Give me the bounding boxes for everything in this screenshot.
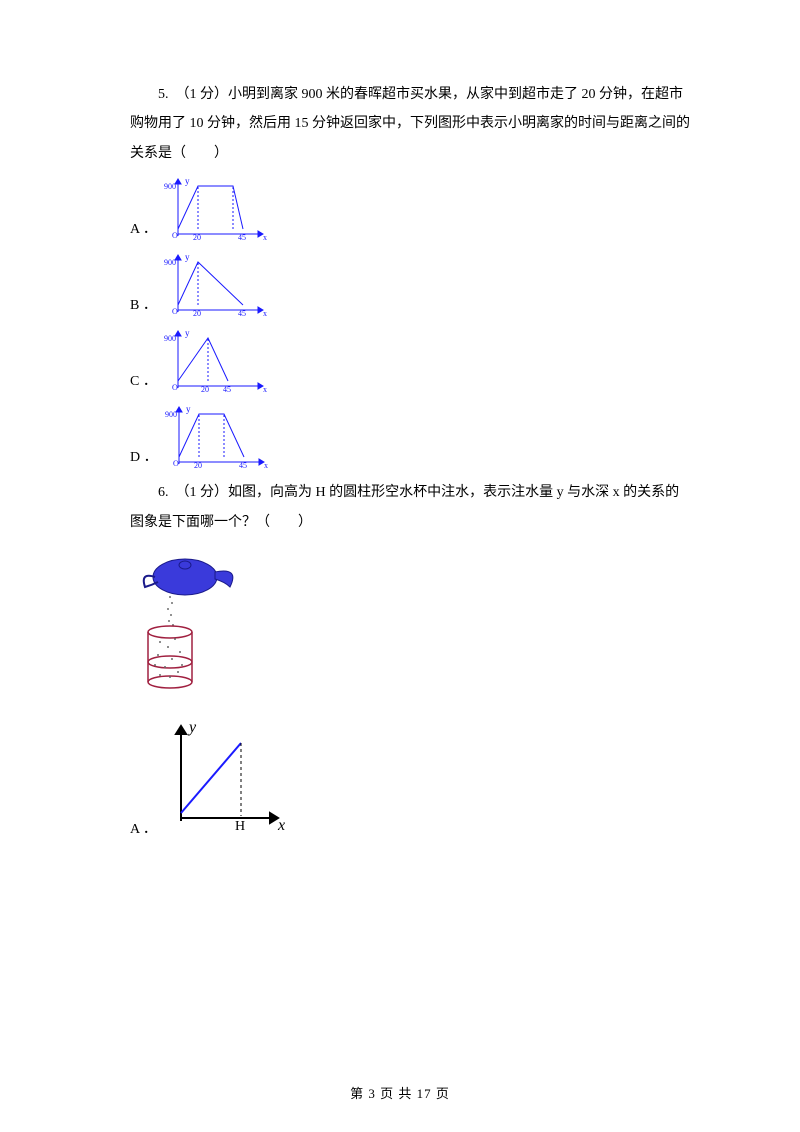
q5-option-c: C ． 900 y O 20 45 x — [130, 326, 690, 396]
svg-text:x: x — [263, 309, 267, 318]
svg-text:900: 900 — [164, 258, 176, 267]
q5-graph-c: 900 y O 20 45 x — [163, 326, 273, 396]
svg-text:20: 20 — [193, 233, 201, 242]
x-axis-label: x — [277, 817, 285, 833]
svg-text:O: O — [172, 383, 178, 392]
q6-graph-a: y x H — [163, 718, 293, 844]
svg-text:45: 45 — [239, 461, 247, 470]
svg-text:y: y — [186, 404, 191, 414]
y-axis-label: y — [187, 719, 197, 736]
page-footer: 第 3 页 共 17 页 — [0, 1083, 800, 1102]
option-letter: B ． — [130, 291, 157, 320]
q5-graph-b: 900 y O 20 45 x — [163, 250, 273, 320]
q5-graph-a: 900 y O 20 45 x — [163, 174, 273, 244]
svg-text:20: 20 — [194, 461, 202, 470]
y-axis-label: y — [185, 176, 190, 186]
q5-graph-d: 900 y O 20 45 x — [164, 402, 274, 472]
svg-text:45: 45 — [223, 385, 231, 394]
svg-text:20: 20 — [201, 385, 209, 394]
svg-text:y: y — [185, 252, 190, 262]
svg-text:900: 900 — [165, 410, 177, 419]
q6-pouring-image — [130, 547, 690, 708]
ymax-label: 900 — [164, 182, 176, 191]
q5-option-a: A ． 900 y O 20 45 x — [130, 174, 690, 244]
svg-text:x: x — [263, 233, 267, 242]
svg-text:O: O — [172, 231, 178, 240]
svg-text:x: x — [264, 461, 268, 470]
option-letter: C ． — [130, 367, 157, 396]
svg-text:O: O — [172, 307, 178, 316]
q6-text: 6. （1 分）如图，向高为 H 的圆柱形空水杯中注水，表示注水量 y 与水深 … — [130, 478, 690, 537]
svg-text:45: 45 — [238, 309, 246, 318]
q6-option-a: A ． y x H — [130, 718, 690, 844]
h-label: H — [235, 819, 245, 833]
svg-text:O: O — [173, 459, 179, 468]
q5-option-d: D ． 900 y O 20 45 x — [130, 402, 690, 472]
q5-text: 5. （1 分）小明到离家 900 米的春晖超市买水果，从家中到超市走了 20 … — [130, 80, 690, 168]
option-letter: A ． — [130, 815, 157, 844]
svg-text:y: y — [185, 328, 190, 338]
option-letter: A ． — [130, 215, 157, 244]
svg-text:45: 45 — [238, 233, 246, 242]
svg-text:20: 20 — [193, 309, 201, 318]
q5-option-b: B ． 900 y O 20 45 x — [130, 250, 690, 320]
option-letter: D ． — [130, 443, 158, 472]
svg-text:x: x — [263, 385, 267, 394]
page-content: 5. （1 分）小明到离家 900 米的春晖超市买水果，从家中到超市走了 20 … — [0, 0, 800, 891]
svg-text:900: 900 — [164, 334, 176, 343]
